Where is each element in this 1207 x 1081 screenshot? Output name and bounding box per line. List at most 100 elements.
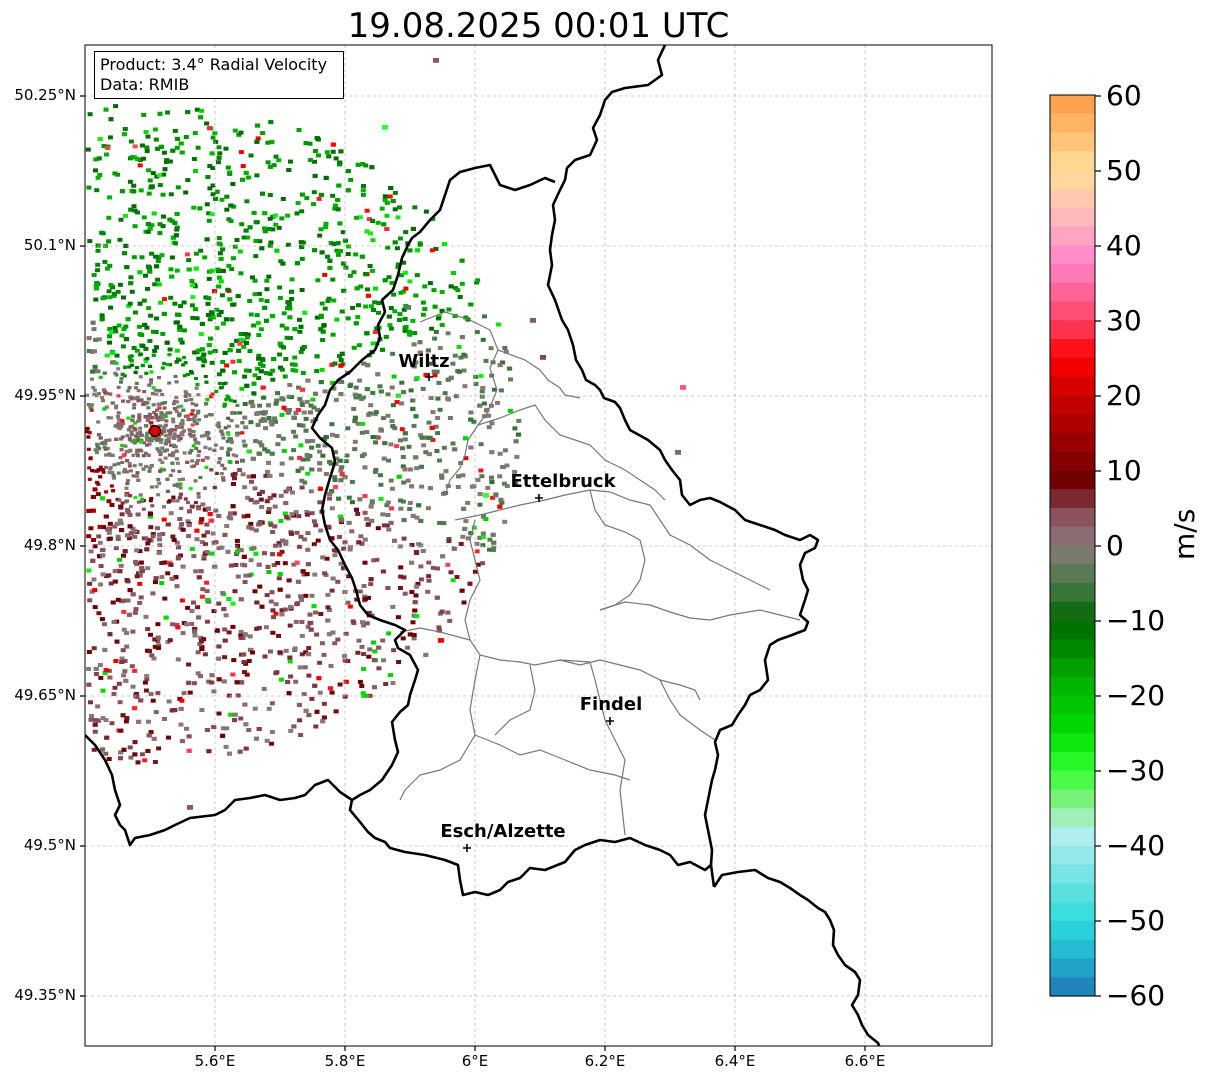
echo-pixel — [427, 281, 433, 286]
echo-pixel — [219, 293, 225, 298]
echo-pixel — [254, 736, 259, 741]
echo-pixel — [249, 479, 254, 484]
echo-pixel — [125, 459, 129, 463]
echo-pixel — [346, 520, 352, 525]
echo-pixel — [175, 482, 180, 486]
echo-pixel — [269, 730, 275, 734]
echo-pixel — [217, 425, 222, 429]
echo-pixel — [196, 506, 202, 511]
echo-pixel — [179, 150, 185, 155]
echo-pixel — [351, 345, 357, 350]
echo-pixel — [304, 399, 310, 404]
echo-pixel — [153, 137, 159, 142]
echo-pixel — [315, 407, 320, 412]
echo-pixel — [432, 373, 438, 378]
echo-pixel — [445, 562, 451, 567]
echo-pixel — [205, 598, 211, 603]
echo-pixel — [280, 197, 286, 201]
echo-pixel — [400, 446, 405, 451]
echo-pixel — [530, 318, 536, 323]
echo-pixel — [251, 381, 257, 386]
echo-pixel — [343, 265, 349, 270]
colorbar-segment — [1050, 902, 1095, 922]
echo-pixel — [242, 702, 248, 707]
echo-pixel — [415, 248, 421, 253]
echo-pixel — [107, 263, 113, 268]
echo-pixel — [277, 650, 283, 655]
echo-pixel — [391, 292, 397, 297]
echo-pixel — [177, 478, 182, 482]
echo-pixel — [95, 268, 100, 273]
echo-pixel — [329, 489, 335, 494]
echo-pixel — [370, 219, 376, 223]
echo-pixel — [291, 429, 297, 434]
echo-pixel — [386, 458, 392, 463]
lat-tick-label: 49.35°N — [14, 986, 76, 1004]
echo-pixel — [474, 330, 480, 335]
echo-pixel — [204, 589, 210, 594]
echo-pixel — [354, 286, 360, 291]
echo-pixel — [207, 186, 213, 191]
echo-pixel — [146, 168, 152, 173]
colorbar-ticks — [80, 95, 1101, 1051]
echo-pixel — [126, 416, 131, 420]
echo-pixel — [172, 432, 177, 436]
echo-pixel — [95, 262, 101, 267]
echo-pixel — [185, 372, 190, 377]
echo-pixel — [161, 311, 167, 316]
echo-pixel — [104, 438, 109, 443]
echo-pixel — [397, 544, 403, 549]
echo-pixel — [240, 472, 246, 477]
echo-pixel — [146, 538, 152, 543]
echo-pixel — [337, 534, 342, 539]
echo-pixel — [268, 649, 273, 654]
echo-pixel — [252, 706, 258, 711]
echo-pixel — [196, 615, 202, 620]
echo-pixel — [224, 363, 230, 368]
echo-pixel — [194, 316, 200, 321]
lat-tick-label: 50.1°N — [23, 236, 76, 254]
echo-pixel — [284, 515, 290, 520]
echo-pixel — [113, 329, 119, 334]
echo-pixel — [119, 660, 125, 664]
echo-pixel — [124, 265, 130, 270]
echo-pixel — [240, 164, 246, 169]
colorbar-segment — [1050, 845, 1095, 866]
echo-pixel — [502, 519, 508, 524]
echo-pixel — [225, 439, 230, 443]
echo-pixel — [253, 254, 259, 259]
echo-pixel — [124, 644, 130, 649]
echo-pixel — [304, 196, 310, 201]
echo-pixel — [179, 431, 184, 435]
echo-pixel — [93, 666, 99, 671]
echo-pixel — [233, 563, 239, 567]
echo-pixel — [390, 351, 396, 356]
echo-pixel — [103, 668, 109, 673]
echo-pixel — [386, 314, 392, 319]
echo-pixel — [239, 680, 245, 685]
echo-pixel — [149, 653, 155, 658]
echo-pixel — [456, 474, 462, 479]
echo-pixel — [92, 364, 98, 369]
echo-pixel — [256, 291, 262, 296]
echo-pixel — [317, 486, 323, 491]
echo-pixel — [148, 364, 153, 368]
echo-pixel — [248, 420, 254, 425]
echo-pixel — [268, 522, 274, 527]
echo-pixel — [145, 222, 151, 227]
echo-pixel — [124, 486, 129, 490]
echo-pixel — [250, 404, 256, 409]
echo-pixel — [157, 111, 163, 116]
echo-pixel — [189, 621, 195, 626]
echo-pixel — [109, 721, 115, 726]
echo-pixel — [100, 716, 106, 721]
echo-pixel — [382, 278, 388, 283]
echo-pixel — [252, 589, 258, 594]
echo-pixel — [445, 610, 451, 615]
echo-pixel — [198, 475, 203, 480]
echo-pixel — [366, 654, 372, 659]
echo-pixel — [208, 336, 214, 341]
echo-pixel — [149, 464, 154, 468]
echo-pixel — [136, 454, 140, 458]
echo-pixel — [147, 226, 153, 231]
